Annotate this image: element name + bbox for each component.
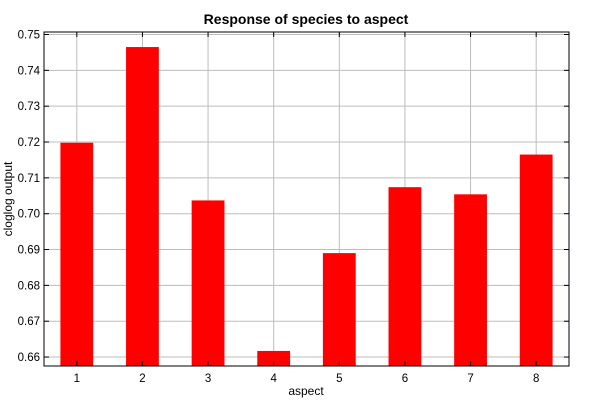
x-tick-label: 6 [402,373,408,385]
x-tick-label: 3 [205,373,211,385]
y-axis-label: cloglog output [1,161,15,236]
bar-2 [126,47,159,366]
y-tick-label: 0.66 [18,352,40,364]
y-tick-label: 0.67 [18,316,40,328]
x-axis-label: aspect [288,384,324,398]
y-tick-label: 0.71 [18,173,40,185]
plot-frame [43,31,570,367]
y-tick-label: 0.73 [18,101,40,113]
bar-layer [60,47,553,366]
bar-1 [60,142,94,366]
x-tick-label: 8 [533,373,539,385]
bar-3 [191,200,225,366]
chart-title: Response of species to aspect [204,11,409,27]
bar-7 [454,194,487,366]
x-tick-label: 1 [74,373,80,385]
bar-8 [519,154,553,366]
bar-4 [257,350,291,366]
x-tick-label: 4 [270,373,277,385]
y-tick-label: 0.68 [18,280,40,292]
y-tick-label: 0.70 [18,209,40,221]
x-tick-label: 5 [336,373,342,385]
grid-layer [44,32,569,366]
bar-6 [388,187,422,366]
y-tick-label: 0.69 [18,245,40,257]
x-tick-label: 2 [139,373,145,385]
y-tick-label: 0.74 [18,65,41,77]
x-tick-label: 7 [467,373,473,385]
tick-layer: 0.66 0.67 0.68 0.69 0.70 0.71 0.72 0.73 0.74 0.75… [18,30,569,385]
bar-5 [322,253,356,366]
y-tick-label: 0.72 [18,137,40,149]
y-tick-label: 0.75 [18,30,40,42]
